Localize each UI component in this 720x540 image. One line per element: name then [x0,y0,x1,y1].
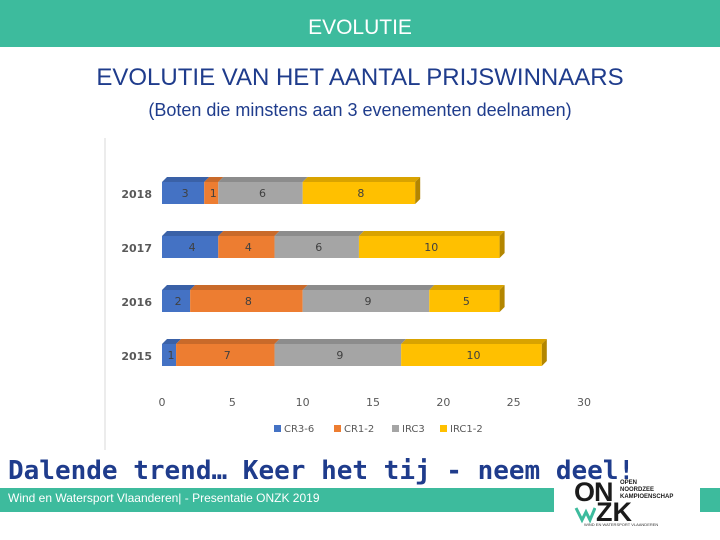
bar-CR1-2-2015 [176,344,275,366]
x-tick-label-10: 10 [296,396,310,409]
legend-swatch-IRC1-2 [440,425,447,432]
category-label-2016: 2016 [121,296,152,309]
bar-IRC1-2-2016 [429,290,500,312]
x-tick-label-15: 15 [366,396,380,409]
footer-bar [0,488,554,512]
data-label-IRC1-2-2018: 8 [357,187,364,200]
bar-IRC3-2016 [302,290,430,312]
bar-IRC3-2017 [274,236,359,258]
bar-side-2016 [499,285,505,312]
legend-swatch-CR3-6 [274,425,281,432]
data-label-IRC3-2018: 6 [259,187,266,200]
bar-top-IRC1-2-2016 [429,285,505,290]
logo-sub-line-1: OPEN [620,480,638,486]
bar-CR3-6-2018 [162,182,205,204]
data-label-CR1-2-2016: 8 [245,295,252,308]
legend-label-IRC1-2: IRC1-2 [450,424,483,435]
logo-zk-text: ZK [596,497,632,527]
data-label-CR3-6-2015: 1 [168,349,175,362]
bar-top-IRC3-2017 [274,231,364,236]
chart-area: 2018 3 1 6 8 2017 4 4 6 10 2016 2 8 9 5 2015 1 7 9 10 0 5 10 15… [104,138,594,450]
x-tick-label-25: 25 [507,396,521,409]
category-label-2018: 2018 [121,188,152,201]
legend-swatch-IRC3 [392,425,399,432]
bar-top-IRC3-2015 [274,339,407,344]
footer-text: Wind en Watersport Vlaanderen| - Present… [8,491,320,505]
wave-icon [574,507,596,524]
data-label-IRC3-2016: 9 [364,295,371,308]
bar-top-IRC3-2018 [218,177,308,182]
data-label-CR1-2-2018: 1 [210,187,217,200]
logo-subtitle: OPEN NOORDZEE KAMPIOENSCHAP [620,480,673,501]
data-label-CR1-2-2015: 7 [224,349,231,362]
data-label-CR3-6-2016: 2 [175,295,182,308]
bar-top-CR3-6-2016 [162,285,196,290]
data-label-CR3-6-2017: 4 [189,241,196,254]
data-label-IRC1-2-2015: 10 [466,349,480,362]
bar-top-CR1-2-2017 [218,231,280,236]
logo-sub-line-2: NOORDZEE [620,487,655,493]
bar-top-IRC1-2-2017 [358,231,505,236]
onzk-logo: ON ZK OPEN NOORDZEE KAMPIOENSCHAP WIND E… [574,478,686,528]
x-tick-label-30: 30 [577,396,591,409]
corner-decoration [700,488,720,512]
header-title: EVOLUTIE [308,16,412,39]
x-tick-label-20: 20 [436,396,450,409]
data-label-IRC3-2015: 9 [336,349,343,362]
x-tick-label-5: 5 [229,396,236,409]
legend-label-CR1-2: CR1-2 [344,424,374,435]
data-label-IRC1-2-2017: 10 [424,241,438,254]
bar-side-2017 [499,231,505,258]
bar-top-CR3-6-2017 [162,231,224,236]
bar-IRC1-2-2015 [401,344,542,366]
header-bar [0,0,720,47]
logo-on-text: ON [574,477,613,507]
bar-side-2015 [541,339,547,366]
data-label-CR1-2-2017: 4 [245,241,252,254]
logo-sub-line-3: KAMPIOENSCHAP [620,494,674,500]
category-label-2015: 2015 [121,350,152,363]
bar-CR1-2-2017 [218,236,275,258]
bar-top-CR1-2-2018 [204,177,224,182]
category-label-2017: 2017 [121,242,152,255]
stacked-bar-chart: 2018 3 1 6 8 2017 4 4 6 10 2016 2 8 9 5 2015 1 7 9 10 0 5 10 15… [104,138,591,450]
bar-IRC3-2018 [218,182,303,204]
bar-CR3-6-2017 [162,236,219,258]
logo-small-text: WIND EN WATERSPORT VLAANDEREN [584,522,659,527]
bar-CR3-6-2015 [162,344,177,366]
slogan-text: Dalende trend… Keer het tij - neem deel! [8,456,635,486]
bar-IRC3-2015 [274,344,402,366]
bar-IRC1-2-2018 [302,182,416,204]
slide-subtitle: (Boten die minstens aan 3 evenementen de… [148,100,572,120]
x-tick-label-0: 0 [159,396,166,409]
bar-CR3-6-2016 [162,290,191,312]
bar-IRC1-2-2017 [358,236,500,258]
bar-CR1-2-2016 [190,290,303,312]
data-label-IRC3-2017: 6 [315,241,322,254]
legend-label-IRC3: IRC3 [402,424,425,435]
bar-top-IRC1-2-2015 [401,339,547,344]
bar-top-CR3-6-2018 [162,177,210,182]
bar-top-CR3-6-2015 [162,339,182,344]
data-label-IRC1-2-2016: 5 [463,295,470,308]
data-label-CR3-6-2018: 3 [182,187,189,200]
bar-top-CR1-2-2015 [176,339,280,344]
bar-CR1-2-2018 [204,182,219,204]
bar-top-IRC3-2016 [302,285,435,290]
bar-top-IRC1-2-2018 [302,177,421,182]
bar-top-CR1-2-2016 [190,285,308,290]
slide-title: EVOLUTIE VAN HET AANTAL PRIJSWINNAARS [96,64,624,91]
legend-label-CR3-6: CR3-6 [284,424,314,435]
bar-side-2018 [415,177,421,204]
legend-swatch-CR1-2 [334,425,341,432]
